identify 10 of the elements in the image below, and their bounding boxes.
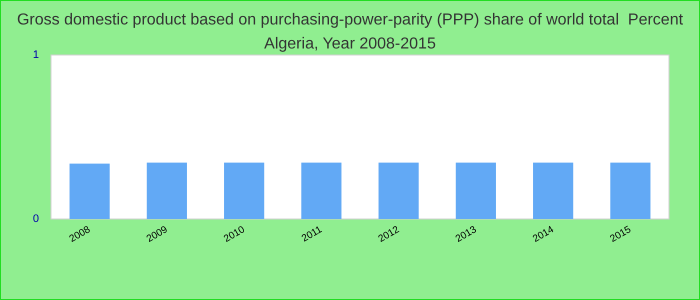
x-tick-label: 2012 — [376, 224, 402, 245]
x-tick-label: 2009 — [144, 224, 170, 245]
x-tick-label: 2011 — [300, 224, 324, 245]
y-tick-label: 1 — [32, 49, 39, 61]
x-tick-label: 2008 — [68, 224, 93, 245]
y-tick-label: 0 — [32, 213, 39, 225]
x-tick-label: 2010 — [222, 224, 248, 245]
x-tick-label: 2013 — [454, 224, 480, 245]
x-tick-label: 2015 — [608, 224, 634, 245]
x-tick-label: 2014 — [531, 224, 556, 245]
